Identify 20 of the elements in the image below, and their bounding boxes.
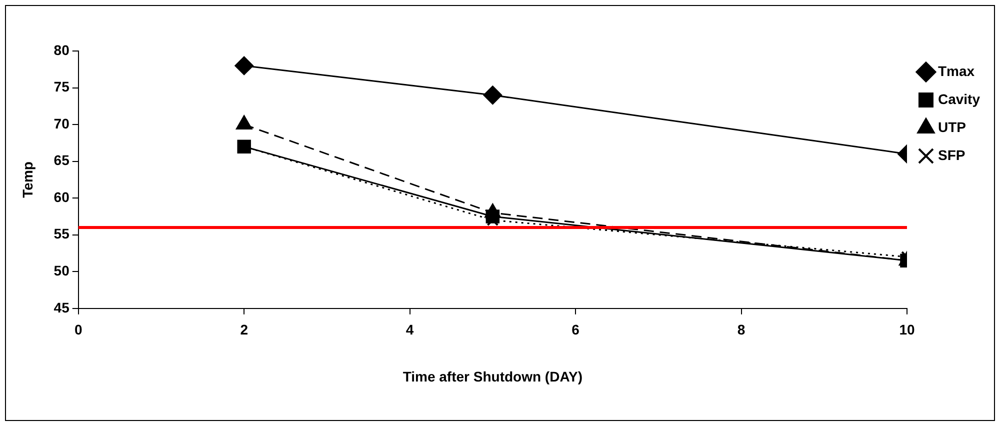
legend-label: Cavity: [938, 90, 980, 107]
y-tick-label: 50: [54, 262, 70, 278]
x-tick-label: 6: [572, 322, 580, 338]
legend-label: Tmax: [938, 62, 975, 79]
x-tick-label: 8: [737, 322, 746, 338]
y-tick-label: 80: [54, 42, 70, 58]
x-tick-label: 2: [240, 322, 248, 338]
x-tick-label: 0: [74, 322, 82, 338]
y-tick-label: 70: [54, 115, 70, 132]
legend-label: UTP: [938, 118, 966, 135]
y-tick-label: 45: [54, 299, 70, 316]
y-tick-label: 55: [54, 226, 70, 242]
x-axis-title: Time after Shutdown (DAY): [402, 368, 583, 384]
y-tick-label: 60: [54, 188, 70, 205]
y-axis-title: Temp: [19, 162, 36, 198]
y-tick-label: 65: [54, 152, 70, 168]
x-tick-label: 10: [899, 322, 915, 338]
y-tick-label: 75: [54, 78, 70, 95]
x-tick-label: 4: [406, 322, 414, 338]
legend-label: SFP: [938, 146, 966, 163]
